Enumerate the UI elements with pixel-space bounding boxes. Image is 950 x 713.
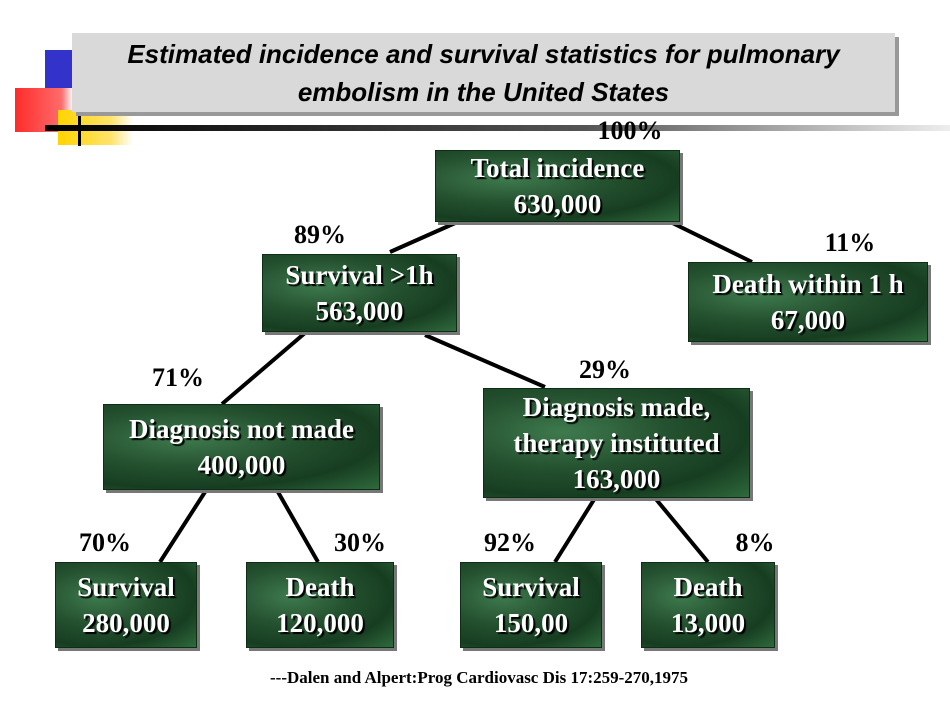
node-box: Death 13,000: [641, 562, 775, 648]
connector: [158, 490, 207, 564]
node-count: 163,000: [572, 464, 661, 494]
title-text: Estimated incidence and survival statist…: [127, 38, 840, 107]
node-box: Survival 150,00: [460, 562, 602, 648]
connector: [220, 331, 307, 406]
node-count: 400,000: [197, 450, 286, 480]
node-count: 563,000: [315, 296, 404, 326]
node-count: 67,000: [770, 305, 846, 335]
node-label: Survival >1h: [285, 260, 434, 290]
node-label: Diagnosis not made: [128, 414, 355, 444]
node-percent: 8%: [735, 528, 775, 557]
connector: [424, 333, 546, 389]
node-label: Death within 1 h: [712, 269, 904, 299]
node-box: Death within 1 h 67,000: [688, 262, 928, 342]
node-label: Total incidence: [470, 153, 645, 183]
connector: [276, 491, 320, 563]
node-count: 150,00: [493, 608, 569, 638]
node-count: 120,000: [276, 608, 364, 638]
node-label: therapy instituted: [513, 428, 720, 458]
node-label: Survival: [77, 572, 175, 602]
connector: [553, 496, 597, 564]
citation: ---Dalen and Alpert:Prog Cardiovasc Dis …: [270, 668, 689, 687]
node-box: Diagnosis not made 400,000: [103, 404, 380, 490]
node-label: Death: [285, 572, 355, 602]
connector: [653, 496, 710, 564]
node-percent: 89%: [294, 220, 346, 249]
node-count: 280,000: [82, 608, 170, 638]
node-box: Total incidence 630,000: [435, 150, 680, 222]
node-percent: 70%: [79, 528, 131, 557]
node-percent: 92%: [484, 528, 536, 557]
node-count: 630,000: [513, 189, 602, 219]
node-label: Death: [673, 572, 743, 602]
node-percent: 30%: [334, 528, 386, 557]
node-box: Survival 280,000: [55, 562, 197, 648]
cross-line: [78, 98, 81, 146]
node-box: Diagnosis made, therapy instituted 163,000: [483, 388, 750, 498]
node-count: 13,000: [670, 608, 746, 638]
node-box: Survival >1h 563,000: [262, 254, 457, 332]
node-percent: 29%: [579, 355, 631, 384]
node-percent: 11%: [824, 228, 876, 257]
title: Estimated incidence and survival statist…: [72, 33, 895, 112]
node-box: Death 120,000: [246, 562, 394, 648]
node-label: Diagnosis made,: [522, 392, 711, 422]
node-percent: 100%: [597, 116, 663, 145]
rule-line: [45, 125, 950, 131]
node-label: Survival: [482, 572, 580, 602]
node-percent: 71%: [152, 363, 204, 392]
